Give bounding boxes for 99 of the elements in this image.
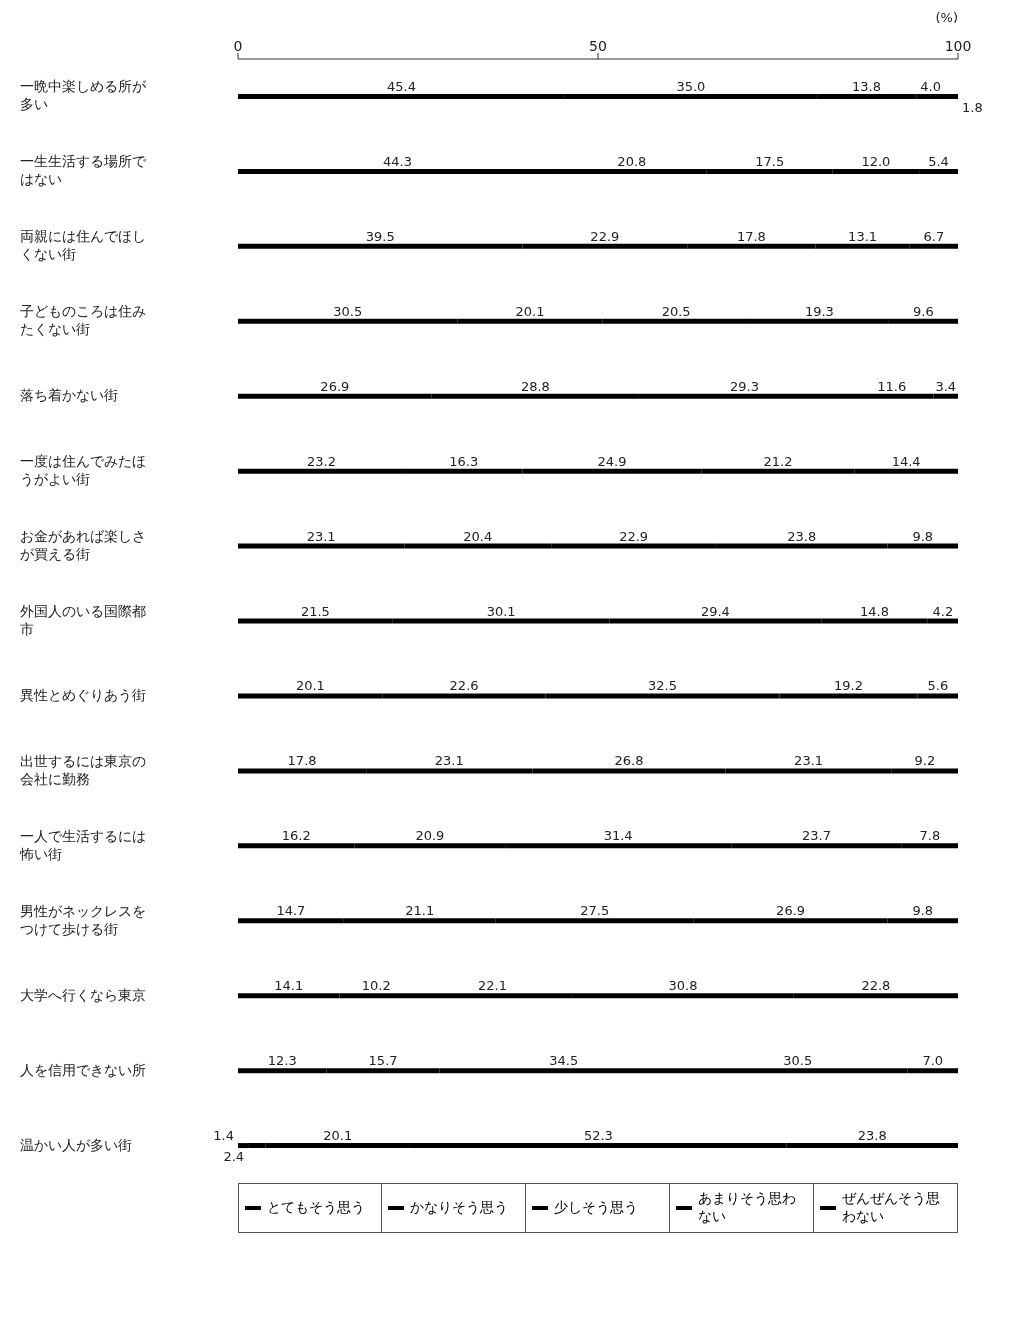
- data-label: 9.2: [914, 753, 936, 769]
- data-label: 12.3: [267, 1053, 297, 1069]
- x-tick-label: 0: [233, 38, 243, 54]
- data-label: 21.1: [405, 903, 435, 919]
- data-label: 17.8: [736, 228, 766, 244]
- data-label: 1.4: [213, 1128, 234, 1144]
- data-label: 21.5: [300, 603, 330, 619]
- data-label: 32.5: [647, 678, 677, 694]
- data-label: 17.5: [755, 153, 785, 169]
- data-label: 14.7: [276, 903, 306, 919]
- data-label: 23.8: [787, 528, 817, 544]
- data-label: 31.4: [603, 828, 633, 844]
- data-label: 16.3: [449, 453, 479, 469]
- y-tick-label: 子どものころは住みたくない街: [20, 303, 146, 338]
- data-label: 15.7: [368, 1053, 398, 1069]
- data-label: 11.6: [877, 378, 907, 394]
- data-label: 23.1: [306, 528, 336, 544]
- data-label: 35.0: [676, 79, 706, 94]
- data-label: 9.6: [913, 303, 934, 319]
- y-tick-label: 一晩中楽しめる所が多い: [20, 78, 147, 113]
- data-label: 20.1: [295, 678, 325, 694]
- data-label: 22.6: [449, 678, 479, 694]
- data-label: 29.3: [730, 378, 759, 394]
- legend-label: あまりそう思わない: [698, 1190, 797, 1226]
- data-label: 10.2: [361, 978, 391, 994]
- data-label: 22.9: [619, 528, 649, 544]
- data-label: 34.5: [549, 1053, 579, 1069]
- data-label: 30.1: [486, 603, 516, 619]
- y-tick-label: 両親には住んでほしくない街: [20, 228, 146, 263]
- data-label: 26.8: [614, 753, 644, 769]
- data-label: 23.1: [434, 753, 464, 769]
- data-label: 30.5: [783, 1053, 813, 1069]
- data-label: 5.4: [928, 153, 949, 169]
- legend-label: かなりそう思う: [410, 1199, 508, 1217]
- data-label: 20.9: [415, 828, 445, 844]
- y-tick-label: 温かい人が多い街: [20, 1136, 132, 1153]
- data-label: 20.5: [661, 303, 691, 319]
- data-label: 23.1: [794, 753, 824, 769]
- data-label: 2.4: [223, 1149, 245, 1165]
- data-label: 22.9: [590, 228, 620, 244]
- data-label: 19.2: [834, 678, 864, 694]
- data-label: 26.9: [776, 903, 806, 919]
- data-label: 7.0: [922, 1053, 944, 1069]
- data-label: 16.2: [281, 828, 311, 844]
- data-label: 14.8: [860, 603, 889, 619]
- data-label: 30.5: [333, 303, 363, 319]
- y-tick-label: 一生生活する場所ではない: [20, 153, 147, 188]
- y-tick-label: お金があれば楽しさが買える街: [20, 528, 146, 563]
- data-label: 29.4: [700, 603, 730, 619]
- data-label: 27.5: [580, 903, 610, 919]
- data-label: 23.2: [307, 453, 336, 469]
- legend-label: とてもそう思う: [267, 1199, 365, 1217]
- y-tick-label: 人を信用できない所: [20, 1061, 146, 1078]
- data-label: 14.1: [274, 978, 304, 994]
- data-label: 26.9: [320, 378, 350, 394]
- data-label: 7.8: [919, 828, 941, 844]
- data-label: 20.1: [323, 1128, 353, 1144]
- data-label: 12.0: [861, 153, 891, 169]
- data-label: 13.8: [852, 79, 882, 94]
- y-tick-label: 男性がネックレスをつけて歩ける街: [20, 902, 146, 937]
- data-label: 13.1: [848, 228, 878, 244]
- data-label: 24.9: [597, 453, 627, 469]
- data-label: 22.1: [478, 978, 507, 994]
- data-label: 4.0: [920, 79, 941, 94]
- data-label: 5.6: [927, 678, 949, 694]
- data-label: 21.2: [763, 453, 793, 469]
- data-label: 20.8: [617, 153, 647, 169]
- data-label: 39.5: [365, 228, 395, 244]
- y-tick-label: 一人で生活するには怖い街: [19, 827, 146, 862]
- y-tick-label: 出世するには東京の会社に勤務: [20, 752, 146, 787]
- data-label: 6.7: [923, 228, 945, 244]
- legend-label: 少しそう思う: [554, 1199, 638, 1217]
- data-label: 19.3: [804, 303, 834, 319]
- data-label: 1.8: [962, 100, 983, 115]
- y-tick-label: 大学へ行くなら東京: [20, 986, 146, 1003]
- y-tick-label: 外国人のいる国際都市: [20, 603, 146, 637]
- data-label: 30.8: [668, 978, 698, 994]
- data-label: 9.8: [912, 528, 934, 544]
- legend-label: ぜんぜんそう思わない: [842, 1190, 941, 1226]
- data-label: 3.4: [935, 378, 957, 394]
- y-tick-label: 落ち着かない街: [20, 387, 118, 404]
- data-label: 22.8: [861, 978, 891, 994]
- data-label: 20.4: [463, 528, 493, 544]
- data-label: 28.8: [520, 378, 550, 394]
- data-label: 45.4: [386, 79, 416, 94]
- data-label: 17.8: [287, 753, 317, 769]
- data-label: 9.8: [912, 903, 934, 919]
- x-axis-title: (%): [935, 10, 958, 26]
- x-tick-label: 100: [944, 38, 972, 54]
- data-label: 14.4: [891, 453, 921, 469]
- data-label: 4.2: [932, 603, 954, 619]
- data-label: 23.8: [857, 1128, 887, 1144]
- y-tick-label: 異性とめぐりあう街: [20, 686, 146, 703]
- x-tick-label: 50: [589, 38, 607, 54]
- data-label: 23.7: [802, 828, 831, 844]
- data-label: 20.1: [515, 303, 545, 319]
- y-tick-label: 一度は住んでみたほうがよい街: [20, 453, 146, 488]
- data-label: 44.3: [383, 153, 412, 169]
- data-label: 52.3: [583, 1128, 613, 1144]
